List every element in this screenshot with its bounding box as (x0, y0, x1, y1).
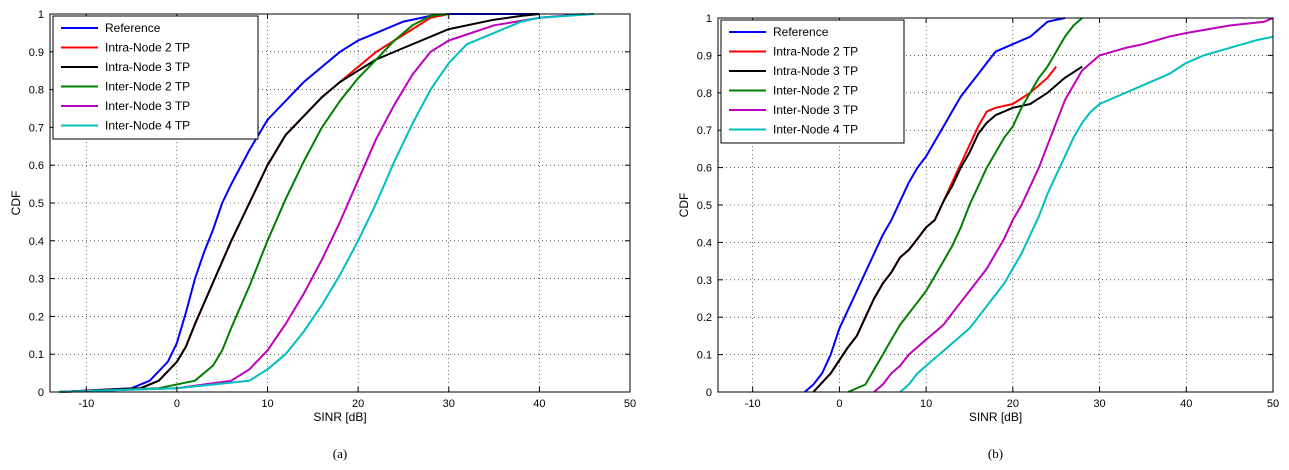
legend-label: Inter-Node 4 TP (773, 123, 858, 137)
legend-label: Inter-Node 2 TP (105, 80, 190, 94)
x-tick-label: 10 (920, 398, 932, 410)
x-tick-label: 30 (443, 398, 455, 410)
x-tick-label: -10 (745, 398, 761, 410)
y-axis-label: CDF (677, 193, 691, 218)
y-tick-label: 0.7 (29, 122, 44, 134)
x-tick-label: 0 (174, 398, 180, 410)
series-line-reference (59, 13, 540, 393)
y-tick-label: 0 (706, 387, 712, 399)
legend-label: Intra-Node 2 TP (773, 45, 858, 59)
legend-box (720, 19, 905, 144)
legend-label: Intra-Node 3 TP (105, 60, 190, 74)
series-line-intra-node-3-tp (59, 13, 540, 393)
subfigure-caption: (b) (988, 446, 1003, 461)
x-tick-label: 40 (1180, 398, 1192, 410)
series-line-intra-node-3-tp (812, 65, 1083, 393)
series-line-inter-node-3-tp (59, 13, 585, 393)
y-tick-label: 0.3 (697, 275, 712, 287)
x-tick-label: 20 (1007, 398, 1019, 410)
legend-label: Inter-Node 4 TP (105, 119, 190, 133)
x-tick-label: 50 (1267, 398, 1279, 410)
y-tick-label: 0 (38, 387, 44, 399)
y-tick-label: 0.8 (697, 88, 712, 100)
legend-label: Inter-Node 3 TP (105, 99, 190, 113)
y-tick-label: 0.1 (697, 350, 712, 362)
legend-label: Inter-Node 2 TP (773, 84, 858, 98)
y-tick-label: 0.5 (697, 200, 712, 212)
y-tick-label: 0.3 (29, 274, 44, 286)
y-tick-label: 0.4 (29, 236, 44, 248)
chart-b: -10 0 10 20 30 40 50 0 0.1 0.2 0.3 0.4 0.5 0.6 0.7 0.8 0… (677, 13, 1279, 461)
y-axis-label: CDF (9, 191, 23, 216)
series-line-inter-node-2-tp (59, 13, 449, 393)
x-tick-label: 40 (533, 398, 545, 410)
x-axis-label: SINR [dB] (313, 410, 366, 424)
x-tick-label: 10 (261, 398, 273, 410)
y-tick-label: 0.6 (29, 160, 44, 172)
y-tick-label: 0.1 (29, 349, 44, 361)
x-tick-label: 50 (624, 398, 636, 410)
y-tick-label: 0.8 (29, 85, 44, 97)
subfigure-caption: (a) (333, 446, 347, 461)
legend-box (52, 15, 259, 140)
series-line-inter-node-2-tp (847, 17, 1083, 393)
y-tick-label: 1 (706, 13, 712, 25)
y-tick-label: 0.2 (29, 311, 44, 323)
legend-label: Reference (773, 25, 829, 39)
x-tick-label: -10 (78, 398, 94, 410)
legend-label: Reference (105, 21, 161, 35)
y-tick-label: 0.4 (697, 237, 712, 249)
x-axis-label: SINR [dB] (969, 410, 1022, 424)
y-tick-label: 0.2 (697, 312, 712, 324)
legend-label: Inter-Node 3 TP (773, 103, 858, 117)
y-tick-label: 0.9 (29, 47, 44, 59)
y-tick-label: 0.6 (697, 163, 712, 175)
x-tick-label: 30 (1093, 398, 1105, 410)
series-line-reference (804, 17, 1066, 393)
chart-a: -10 0 10 20 30 40 50 0 0.1 0.2 0.3 0.4 0.5 0.6 0.7 0.8 0… (9, 9, 636, 461)
y-tick-label: 0.5 (29, 198, 44, 210)
y-tick-label: 1 (38, 9, 44, 21)
x-tick-label: 20 (352, 398, 364, 410)
series-line-inter-node-3-tp (873, 17, 1274, 393)
x-tick-label: 0 (836, 398, 842, 410)
y-tick-label: 0.9 (697, 50, 712, 62)
series-line-inter-node-4-tp (899, 35, 1274, 393)
legend-label: Intra-Node 3 TP (773, 64, 858, 78)
legend-label: Intra-Node 2 TP (105, 41, 190, 55)
series-line-inter-node-4-tp (59, 13, 594, 393)
y-tick-label: 0.7 (697, 125, 712, 137)
